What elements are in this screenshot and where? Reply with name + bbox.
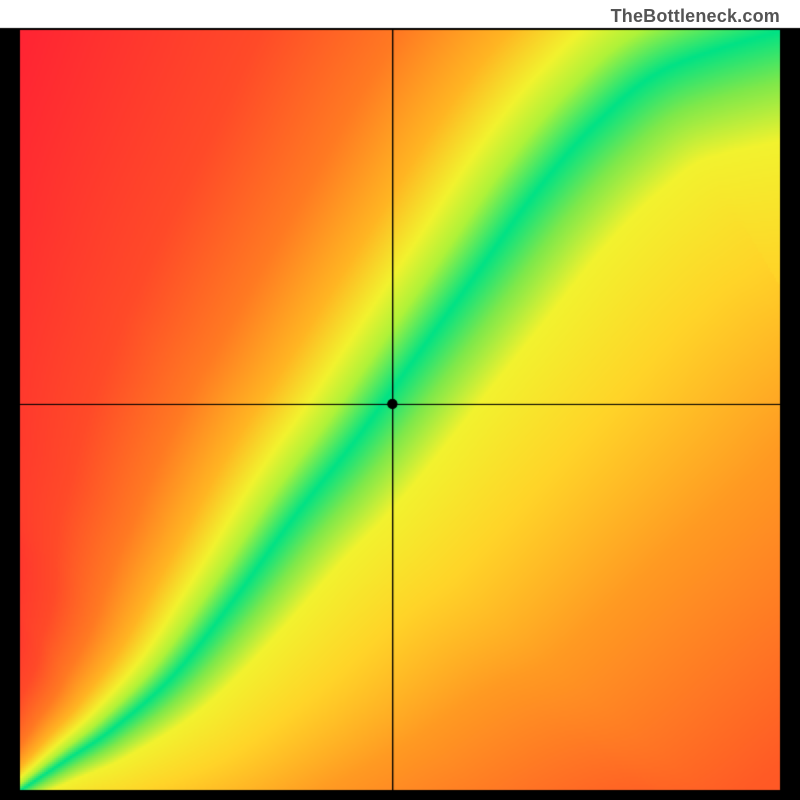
bottleneck-heatmap-container: TheBottleneck.com xyxy=(0,0,800,800)
bottleneck-heatmap xyxy=(0,0,800,800)
watermark-text: TheBottleneck.com xyxy=(611,6,780,27)
